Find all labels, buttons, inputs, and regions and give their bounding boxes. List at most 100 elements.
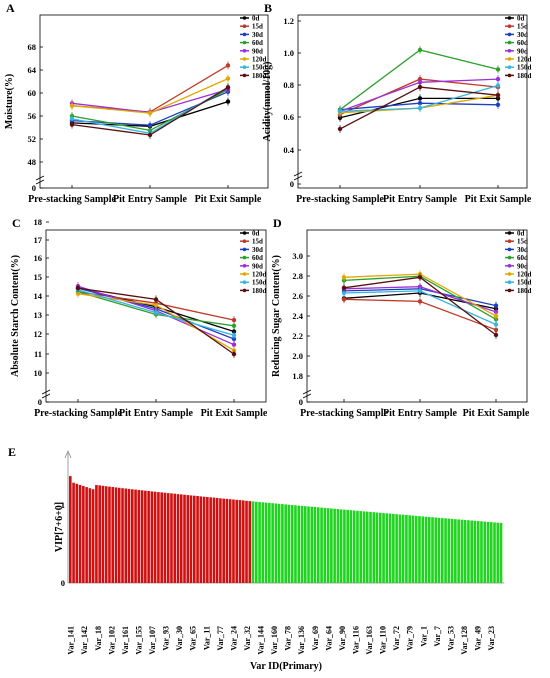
y-tick-label: 1 <box>61 500 65 510</box>
y-axis-label: Reducing Sugar Content(%) <box>271 255 282 377</box>
vip-bar <box>385 513 389 583</box>
x-category-label: Pre-stacking Sample <box>300 408 388 419</box>
vip-bar <box>424 516 428 583</box>
vip-bar <box>463 520 467 583</box>
data-point <box>495 76 501 82</box>
var-id-label: Var_24 <box>229 626 238 651</box>
y-tick-label: 0.6 <box>283 112 294 122</box>
vip-bar <box>303 506 307 583</box>
var-id-label: Var_161 <box>121 626 130 655</box>
y-tick-label: 2.0 <box>292 351 303 361</box>
vip-bar <box>199 496 203 583</box>
panel-b: B 0 0.4 0.6 0.8 1.0 1.2 Acidity(mmol/10g) Pre-st… <box>262 1 532 205</box>
legend-label: 60d <box>517 39 528 47</box>
data-point <box>225 76 231 81</box>
vip-bar <box>287 504 291 583</box>
data-point <box>341 290 347 296</box>
vip-bar <box>405 515 408 583</box>
legend-marker <box>507 288 512 293</box>
vip-bar <box>496 522 500 583</box>
vip-bar <box>232 499 235 583</box>
x-category-label: Pit Exit Sample <box>465 194 532 205</box>
vip-bar <box>317 507 320 583</box>
data-point <box>493 327 499 332</box>
y-tick-label: 11 <box>34 349 42 359</box>
vip-bar <box>408 515 411 583</box>
x-category-label: Pit Entry Sample <box>383 194 457 205</box>
axis-break <box>302 389 312 399</box>
vip-bar <box>476 521 480 583</box>
legend-marker <box>242 280 247 285</box>
vip-bar <box>320 507 323 583</box>
legend-label: 0d <box>252 15 260 23</box>
legend-marker <box>507 247 512 252</box>
data-point <box>493 303 499 308</box>
data-point <box>153 297 159 302</box>
data-point <box>225 99 231 104</box>
var-id-label: Var_72 <box>392 626 401 651</box>
vip-bar <box>258 502 261 583</box>
vip-bar <box>150 491 154 583</box>
vip-bar <box>117 487 121 583</box>
legend-marker <box>507 264 512 268</box>
vip-bar <box>82 486 85 583</box>
y-tick-label: 10 <box>34 368 43 378</box>
x-category-label: Pre-stacking Sample <box>34 408 122 419</box>
vip-bar <box>431 517 434 583</box>
y-tick-label: 14 <box>34 291 43 301</box>
data-point <box>493 309 499 315</box>
vip-bar <box>281 504 284 583</box>
legend-marker <box>242 264 247 268</box>
data-point <box>69 103 75 108</box>
y-tick-label: 12 <box>34 329 43 339</box>
vip-bar <box>91 489 95 583</box>
vip-bar <box>75 483 79 583</box>
legend-label: 90d <box>517 47 528 55</box>
vip-bar <box>127 488 131 583</box>
vip-bar <box>470 520 473 583</box>
legend-marker <box>507 239 512 243</box>
var-id-label: Var_69 <box>311 626 320 651</box>
vip-bar <box>219 498 222 583</box>
vip-bar <box>460 519 464 583</box>
y-tick-label: 2.4 <box>292 311 303 321</box>
var-id-label: Var_93 <box>162 626 171 651</box>
y-tick-label: 56 <box>28 111 37 121</box>
legend-label: 0d <box>517 230 525 238</box>
vip-bar <box>104 486 108 583</box>
vip-bar <box>114 487 118 583</box>
data-point <box>147 110 153 116</box>
legend-label: 120d <box>517 56 532 64</box>
var-id-label: Var_110 <box>379 626 388 654</box>
vip-bar <box>140 490 144 583</box>
legend-marker <box>242 65 247 69</box>
y-tick-label: 48 <box>28 157 37 167</box>
legend-label: 150d <box>517 64 532 72</box>
data-point <box>231 317 237 323</box>
vip-bar <box>157 492 160 583</box>
panel-letter: C <box>12 216 21 230</box>
vip-bar <box>398 514 402 583</box>
data-point <box>231 342 237 347</box>
y-tick-label: 64 <box>28 65 37 75</box>
vip-bar <box>414 515 418 583</box>
y-tick-label: 0 <box>32 183 36 193</box>
var-id-label: Var_1 <box>419 626 428 647</box>
vip-bar <box>313 507 317 583</box>
y-tick-label: 0 <box>38 397 42 407</box>
vip-bar <box>310 506 314 583</box>
vip-bar <box>330 508 333 583</box>
legend-marker <box>507 32 512 37</box>
vip-bar <box>193 495 196 583</box>
vip-bar <box>137 490 141 583</box>
var-id-label: Var_141 <box>67 626 76 655</box>
vip-bar <box>166 493 170 583</box>
y-tick-label: 0 <box>61 578 65 588</box>
legend-marker <box>242 16 247 20</box>
var-id-label: Var_7 <box>433 626 442 647</box>
vip-bar <box>248 501 252 583</box>
data-point <box>417 80 423 85</box>
var-id-label: Var_142 <box>80 626 89 655</box>
legend-label: 120d <box>252 271 267 279</box>
